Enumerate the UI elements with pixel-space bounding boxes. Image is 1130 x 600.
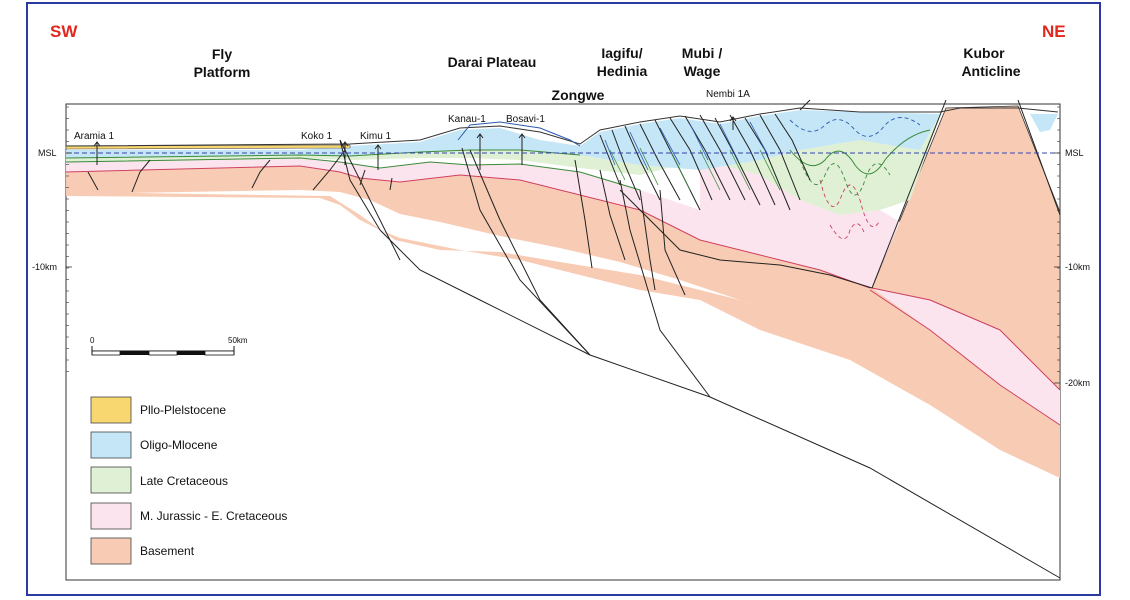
fold-green-dashed	[799, 159, 891, 196]
well-label-kanau: Kanau-1	[448, 114, 486, 125]
basement-upper-band	[66, 166, 1060, 430]
region-fly-line2: Platform	[194, 64, 251, 80]
fold-pink-dashed-2	[829, 223, 866, 240]
base-jurassic-line	[65, 165, 871, 289]
oligo-miocene-right	[1030, 114, 1058, 132]
legend-label-basement: Basement	[140, 544, 195, 558]
legend-swatch-basement	[90, 537, 132, 565]
topography-line	[65, 107, 1059, 147]
scale-end-label: 50km	[228, 336, 248, 345]
region-mubi-line1: Mubi /	[682, 45, 723, 61]
direction-sw: SW	[50, 22, 78, 41]
base-miocene-line	[65, 149, 581, 159]
region-darai: Darai Plateau	[448, 54, 537, 70]
legend-swatch-jurassic	[90, 502, 132, 530]
late-cretaceous-layer	[66, 116, 940, 215]
well-label-bosavi: Bosavi-1	[506, 114, 545, 125]
axis-left-10km: -10km	[32, 262, 57, 272]
jurassic-fold-area	[700, 160, 900, 288]
direction-ne: NE	[1042, 22, 1066, 41]
fold-green-solid	[789, 129, 931, 175]
scale-start-label: 0	[90, 336, 95, 345]
minor-ticks	[66, 106, 1060, 372]
legend-label-pliocene: Pllo-Plelstocene	[140, 403, 226, 417]
axis-left-msl: MSL	[38, 148, 57, 158]
fold-pink-dashed	[819, 179, 881, 228]
basement-top-right	[871, 287, 1061, 391]
region-zongwe: Zongwe	[552, 87, 605, 103]
region-iagifu-line1: Iagifu/	[601, 45, 642, 61]
basement-layer	[66, 192, 1060, 478]
axis-right-10km: -10km	[1065, 262, 1090, 272]
jurassic-right-band	[872, 288, 1060, 425]
thrust-sheets-green	[609, 147, 781, 191]
well-label-aramia: Aramia 1	[74, 131, 114, 142]
darai-plateau-outline	[457, 121, 581, 147]
region-kubor-line1: Kubor	[963, 45, 1005, 61]
well-label-kimu: Kimu 1	[360, 131, 392, 142]
base-cretaceous-line	[65, 157, 641, 191]
fold-blue-dashed	[789, 117, 921, 137]
legend-swatch-late-cretaceous	[90, 466, 132, 494]
axis-right-msl: MSL	[1065, 148, 1084, 158]
well-label-nembi: Nembi 1A	[706, 89, 750, 100]
region-fly-line1: Fly	[212, 46, 232, 62]
legend-swatch-miocene	[90, 431, 132, 459]
region-iagifu-line2: Hedinia	[597, 63, 648, 79]
legend-label-jurassic: M. Jurassic - E. Cretaceous	[140, 509, 287, 523]
legend-label-miocene: Oligo-Mlocene	[140, 438, 218, 452]
legend-label-late-cretaceous: Late Cretaceous	[140, 474, 228, 488]
legend: Pllo-Plelstocene Oligo-Mlocene Late Cret…	[90, 396, 287, 565]
axis-right-20km: -20km	[1065, 378, 1090, 388]
faults	[87, 99, 1061, 579]
scale-bar	[91, 346, 235, 356]
legend-swatch-pliocene	[90, 396, 132, 424]
well-label-koko: Koko 1	[301, 131, 333, 142]
region-mubi-line2: Wage	[684, 63, 721, 79]
region-kubor-line2: Anticline	[961, 63, 1020, 79]
well-markers	[93, 116, 737, 170]
basement-lower-right	[869, 289, 1061, 426]
